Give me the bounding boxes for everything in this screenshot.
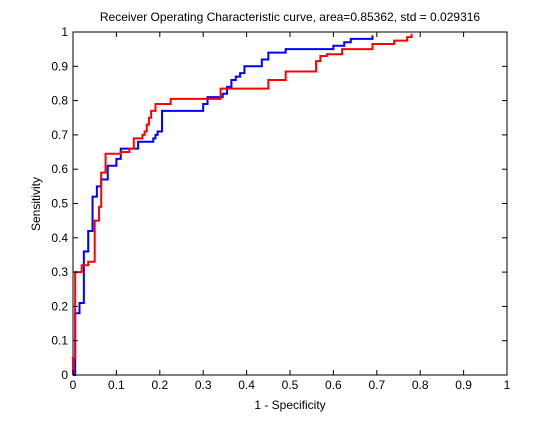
x-tick-label: 0 [70, 378, 77, 392]
y-tick-label: 0.4 [51, 231, 68, 245]
plot-area-box [72, 31, 508, 376]
y-axis-label: Sensitivity [29, 177, 43, 231]
x-tick-label: 0.1 [108, 378, 125, 392]
x-tick-label: 0.6 [325, 378, 342, 392]
x-tick-label: 0.2 [151, 378, 168, 392]
x-tick-label: 0.3 [195, 378, 212, 392]
y-tick-label: 0.6 [51, 162, 68, 176]
x-axis-ticks: 0 0.1 0.2 0.3 0.4 0.5 0.6 0.7 0.8 0.9 1 [70, 32, 511, 392]
chart-title: Receiver Operating Characteristic curve,… [100, 10, 481, 24]
x-tick-label: 1 [504, 378, 511, 392]
plot-frame [72, 31, 508, 376]
roc-series-line-2 [72, 33, 413, 375]
x-tick-label: 0.9 [455, 378, 472, 392]
y-tick-label: 0.8 [51, 94, 68, 108]
y-tick-label: 0 [61, 368, 68, 382]
y-tick-label: 0.5 [51, 197, 68, 211]
y-tick-label: 0.7 [51, 128, 68, 142]
y-tick-label: 0.2 [51, 299, 68, 313]
x-tick-label: 0.8 [412, 378, 429, 392]
y-tick-label: 0.3 [51, 265, 68, 279]
x-tick-label: 0.4 [238, 378, 255, 392]
y-tick-label: 0.9 [51, 59, 68, 73]
series-layer [72, 33, 413, 376]
x-tick-label: 0.7 [368, 378, 385, 392]
y-tick-label: 0.1 [51, 334, 68, 348]
roc-series-line-1 [73, 35, 374, 376]
x-tick-label: 0.5 [282, 378, 299, 392]
y-tick-label: 1 [61, 25, 68, 39]
x-axis-label: 1 - Specificity [254, 398, 325, 412]
y-axis-ticks: 0 0.1 0.2 0.3 0.4 0.5 0.6 0.7 0.8 0.9 1 [51, 25, 507, 382]
